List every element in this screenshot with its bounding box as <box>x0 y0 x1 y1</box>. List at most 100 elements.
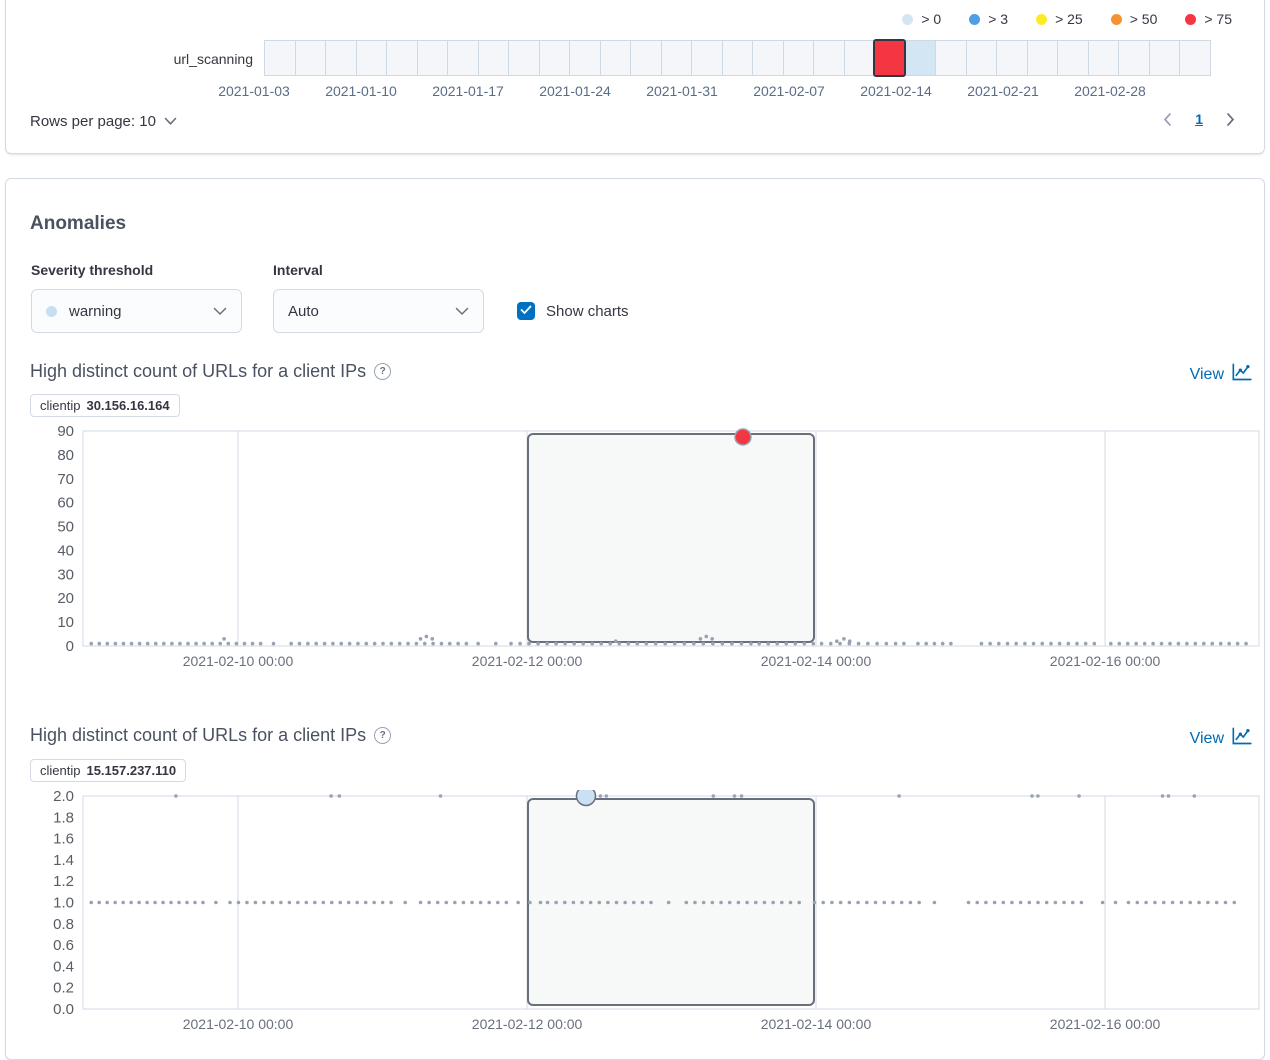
svg-text:10: 10 <box>57 614 74 631</box>
swimlane-axis-label: 2021-01-24 <box>539 83 611 99</box>
swimlane-cell[interactable] <box>996 40 1027 76</box>
legend-item: > 75 <box>1185 11 1232 27</box>
swimlane-cell[interactable] <box>599 40 631 76</box>
severity-threshold-value: warning <box>69 302 122 320</box>
swimlane-cell[interactable] <box>325 40 356 76</box>
swimlane-cell[interactable] <box>1057 40 1088 76</box>
svg-text:2021-02-16 00:00: 2021-02-16 00:00 <box>1050 653 1161 669</box>
swimlane-axis-label: 2021-02-14 <box>860 83 932 99</box>
svg-text:90: 90 <box>57 425 74 440</box>
chart1-title: High distinct count of URLs for a client… <box>30 361 392 382</box>
prev-page-button[interactable] <box>1162 112 1173 127</box>
next-page-button[interactable] <box>1225 112 1236 127</box>
swimlane-cell[interactable] <box>1179 40 1211 76</box>
legend-item: > 50 <box>1110 11 1158 27</box>
svg-text:0.0: 0.0 <box>53 1001 74 1018</box>
swimlane-cell[interactable] <box>416 40 448 76</box>
svg-text:20: 20 <box>57 590 74 607</box>
swimlane-axis-label: 2021-01-17 <box>432 83 504 99</box>
svg-text:2021-02-10 00:00: 2021-02-10 00:00 <box>183 1016 294 1032</box>
swimlane-cell[interactable] <box>386 40 417 76</box>
svg-text:0.4: 0.4 <box>53 958 74 975</box>
chart1-view-link[interactable]: View <box>1190 363 1252 387</box>
swimlane-cell[interactable] <box>935 40 966 76</box>
svg-text:2021-02-14 00:00: 2021-02-14 00:00 <box>761 653 872 669</box>
single-metric-viewer-icon <box>1231 363 1252 387</box>
svg-text:2021-02-12 00:00: 2021-02-12 00:00 <box>472 1016 583 1032</box>
svg-text:80: 80 <box>57 447 74 464</box>
swimlane-panel: > 0 > 3 > 25 > 50 > 75 url_scanning 2021-01-… <box>5 0 1265 154</box>
swimlane-cell[interactable] <box>1118 40 1149 76</box>
help-icon[interactable]: ? <box>374 727 392 744</box>
svg-text:2021-02-14 00:00: 2021-02-14 00:00 <box>761 1016 872 1032</box>
chart2-title: High distinct count of URLs for a client… <box>30 725 392 746</box>
anomalies-title: Anomalies <box>30 213 127 234</box>
swimlane-cell[interactable] <box>508 40 539 76</box>
swimlane-cell[interactable] <box>721 40 753 76</box>
page-number[interactable]: 1 <box>1195 111 1203 127</box>
swimlane-cells <box>264 39 1211 77</box>
swimlane-cell[interactable] <box>1148 40 1180 76</box>
view-label: View <box>1189 730 1224 747</box>
legend-label: > 50 <box>1129 11 1158 27</box>
swimlane-cell[interactable] <box>813 40 844 76</box>
swimlane-cell[interactable] <box>264 40 295 76</box>
severity-dot-icon <box>1036 13 1048 25</box>
swimlane-cell[interactable] <box>843 40 875 76</box>
chart1-title-text: High distinct count of URLs for a client… <box>30 361 367 381</box>
svg-text:60: 60 <box>57 495 74 512</box>
badge-value: 30.156.16.164 <box>86 398 170 413</box>
svg-text:40: 40 <box>57 542 74 559</box>
swimlane-cell[interactable] <box>782 40 814 76</box>
severity-threshold-select[interactable]: warning <box>31 289 242 333</box>
show-charts-label: Show charts <box>546 303 629 320</box>
swimlane-cell[interactable] <box>569 40 600 76</box>
swimlane-cell[interactable] <box>691 40 722 76</box>
severity-threshold-label: Severity threshold <box>31 262 154 278</box>
badge-value: 15.157.237.110 <box>86 763 177 778</box>
svg-text:70: 70 <box>57 471 74 488</box>
chevron-down-icon <box>164 113 177 130</box>
severity-legend: > 0 > 3 > 25 > 50 > 75 <box>902 11 1232 27</box>
legend-label: > 25 <box>1055 11 1083 27</box>
svg-text:0.2: 0.2 <box>53 980 74 997</box>
swimlane-cell[interactable] <box>660 40 692 76</box>
chart1-scatter-plot[interactable]: 0 10 20 30 40 50 60 70 80 90 2021-02-10 00:00 2021-… <box>30 425 1262 677</box>
svg-text:0.6: 0.6 <box>53 937 74 954</box>
swimlane-cell[interactable] <box>630 40 661 76</box>
swimlane-cell[interactable] <box>1087 40 1119 76</box>
swimlane-cell[interactable] <box>965 40 997 76</box>
chart2-scatter-plot[interactable]: 0.0 0.2 0.4 0.6 0.8 1.0 1.2 1.4 1.6 1.8 2.0 2021-02… <box>30 790 1262 1042</box>
swimlane-axis-label: 2021-01-31 <box>646 83 718 99</box>
swimlane-cell[interactable] <box>447 40 478 76</box>
chart1-entity-badge: clientip 30.156.16.164 <box>30 394 180 417</box>
svg-text:1.6: 1.6 <box>53 831 74 848</box>
badge-field: clientip <box>40 398 81 413</box>
chart2-view-link[interactable]: View <box>1190 727 1252 751</box>
swimlane-cell[interactable] <box>538 40 570 76</box>
interval-value: Auto <box>288 302 319 320</box>
swimlane-axis-label: 2021-02-28 <box>1074 83 1146 99</box>
swimlane-cell[interactable] <box>904 40 936 76</box>
svg-text:30: 30 <box>57 566 74 583</box>
anomalies-panel: Anomalies Severity threshold warning Int… <box>5 178 1265 1060</box>
interval-label: Interval <box>273 262 323 278</box>
swimlane-axis-label: 2021-02-21 <box>967 83 1039 99</box>
chart2-title-text: High distinct count of URLs for a client… <box>30 725 367 745</box>
svg-text:2021-02-12 00:00: 2021-02-12 00:00 <box>472 653 583 669</box>
swimlane-cell[interactable] <box>752 40 783 76</box>
svg-text:1.0: 1.0 <box>53 895 74 912</box>
interval-select[interactable]: Auto <box>273 289 484 333</box>
swimlane-cell[interactable] <box>1026 40 1058 76</box>
swimlane-cell[interactable] <box>477 40 509 76</box>
checkmark-icon <box>520 302 532 320</box>
show-charts-checkbox[interactable] <box>517 302 535 320</box>
svg-text:50: 50 <box>57 519 74 536</box>
help-icon[interactable]: ? <box>374 363 392 380</box>
chart2-entity-badge: clientip 15.157.237.110 <box>30 759 187 782</box>
swimlane-cell[interactable] <box>294 40 326 76</box>
swimlane-axis-label: 2021-01-03 <box>218 83 290 99</box>
rows-per-page-button[interactable]: Rows per page: 10 <box>30 113 177 130</box>
swimlane-cell[interactable] <box>873 39 906 77</box>
swimlane-cell[interactable] <box>355 40 387 76</box>
